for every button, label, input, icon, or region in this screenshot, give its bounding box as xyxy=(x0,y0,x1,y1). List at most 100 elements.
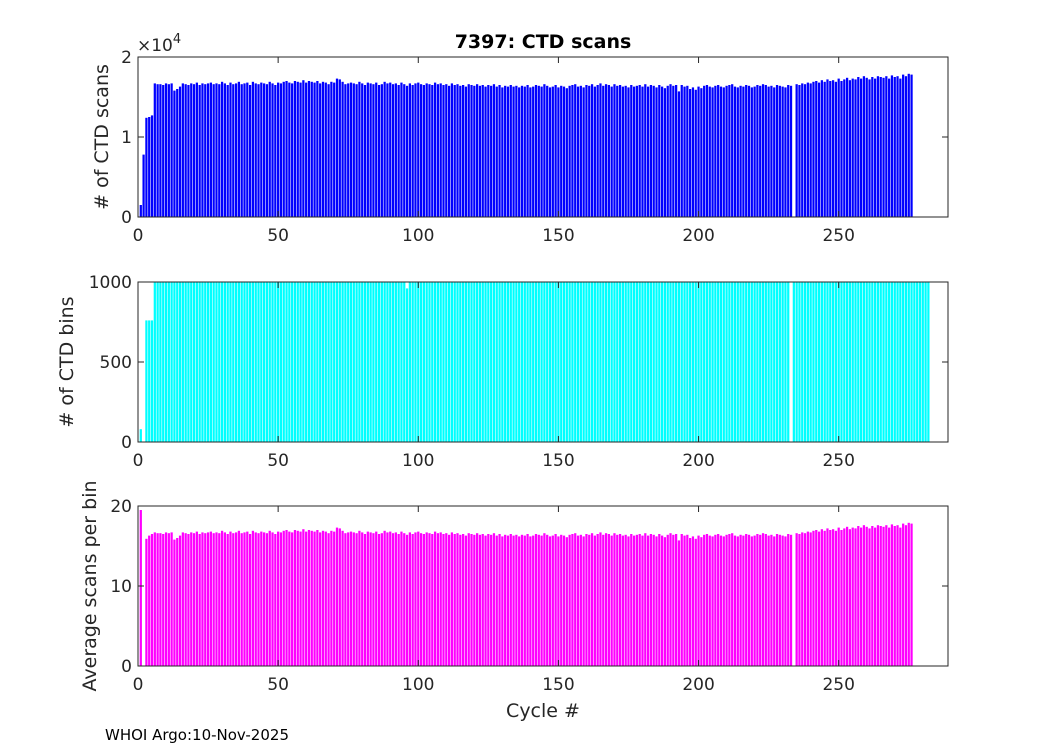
bar-cycle-257 xyxy=(857,77,860,217)
bar-cycle-245 xyxy=(823,81,826,217)
bar-cycle-84 xyxy=(372,282,375,442)
bar-cycle-208 xyxy=(719,86,723,217)
bar-cycle-162 xyxy=(590,282,594,442)
bar-cycle-203 xyxy=(705,85,709,217)
bar-cycle-27 xyxy=(212,282,215,442)
bar-cycle-262 xyxy=(871,526,874,666)
bar-cycle-172 xyxy=(618,85,622,217)
bar-cycle-120 xyxy=(473,85,476,217)
bar-cycle-151 xyxy=(560,85,563,217)
bar-cycle-99 xyxy=(414,83,417,218)
bar-cycle-145 xyxy=(543,533,546,666)
bar-cycle-7 xyxy=(156,84,159,217)
bar-cycle-88 xyxy=(383,282,386,442)
bar-cycle-276 xyxy=(910,74,913,217)
bar-cycle-1 xyxy=(139,510,142,666)
bar-cycle-15 xyxy=(178,86,182,217)
bar-cycle-211 xyxy=(728,534,731,666)
bar-cycle-83 xyxy=(369,83,372,218)
bar-cycle-30 xyxy=(220,530,224,666)
bar-cycle-216 xyxy=(742,535,745,666)
bar-cycle-64 xyxy=(316,530,319,666)
bar-cycle-60 xyxy=(305,531,308,666)
bar-cycle-161 xyxy=(588,534,591,666)
bar-cycle-163 xyxy=(593,535,596,666)
bar-cycle-239 xyxy=(806,282,809,442)
bar-cycle-102 xyxy=(422,85,425,217)
bar-cycle-171 xyxy=(616,534,619,666)
bar-cycle-110 xyxy=(445,282,448,442)
bar-cycle-191 xyxy=(672,534,675,666)
bar-cycle-159 xyxy=(582,536,585,666)
bar-cycle-201 xyxy=(700,537,703,666)
y-tick-label: 1000 xyxy=(89,273,132,293)
bar-cycle-117 xyxy=(464,535,468,666)
bar-cycle-82 xyxy=(366,82,369,217)
bar-cycle-181 xyxy=(644,84,647,217)
bar-cycle-122 xyxy=(478,282,482,442)
bar-cycle-238 xyxy=(803,533,807,666)
bar-cycle-72 xyxy=(338,282,341,442)
bar-cycle-57 xyxy=(296,81,299,217)
bar-cycle-230 xyxy=(781,535,784,666)
bar-cycle-10 xyxy=(164,282,168,442)
bar-cycle-206 xyxy=(714,85,717,217)
bar-cycle-135 xyxy=(515,85,518,217)
bar-cycle-162 xyxy=(590,533,594,666)
bar-cycle-138 xyxy=(523,282,526,442)
bar-cycle-78 xyxy=(355,84,358,217)
bar-cycle-210 xyxy=(725,85,728,217)
bar-cycle-237 xyxy=(801,83,804,218)
bar-cycle-91 xyxy=(391,282,395,442)
bar-cycle-235 xyxy=(795,282,798,442)
bar-cycle-156 xyxy=(574,282,577,442)
bar-cycle-56 xyxy=(293,282,297,442)
bar-cycle-37 xyxy=(240,533,243,666)
y-tick-label: 0 xyxy=(121,208,132,228)
bar-cycle-242 xyxy=(815,282,818,442)
bar-cycle-158 xyxy=(579,85,582,217)
bar-cycle-184 xyxy=(652,85,655,217)
bar-cycle-218 xyxy=(747,85,751,217)
bar-cycle-159 xyxy=(582,87,585,218)
bar-cycle-40 xyxy=(248,85,252,217)
chart-title: 7397: CTD scans xyxy=(455,31,632,53)
bar-cycle-252 xyxy=(843,528,846,666)
bar-cycle-192 xyxy=(675,534,678,666)
bar-cycle-267 xyxy=(885,76,888,217)
bar-cycle-167 xyxy=(604,84,608,217)
bar-cycle-212 xyxy=(731,282,734,442)
bar-cycle-93 xyxy=(397,534,400,666)
bar-cycle-119 xyxy=(470,85,473,217)
bar-cycle-174 xyxy=(624,534,627,666)
bar-cycle-66 xyxy=(321,530,325,666)
bar-cycle-180 xyxy=(641,535,644,666)
bar-cycle-174 xyxy=(624,282,627,442)
bar-cycle-170 xyxy=(613,282,616,442)
bar-cycle-240 xyxy=(809,282,812,442)
bar-cycle-92 xyxy=(394,532,397,666)
bar-cycle-279 xyxy=(918,282,922,442)
bar-cycle-71 xyxy=(335,527,339,666)
bar-cycle-141 xyxy=(532,282,535,442)
bar-cycle-100 xyxy=(417,531,420,666)
bar-cycle-213 xyxy=(733,282,737,442)
bar-cycle-72 xyxy=(338,528,341,666)
bar-cycle-211 xyxy=(728,282,731,442)
bar-cycle-160 xyxy=(585,282,588,442)
bar-cycle-228 xyxy=(775,534,779,666)
bar-cycle-53 xyxy=(285,282,288,442)
bar-cycle-29 xyxy=(218,533,221,666)
bar-cycle-149 xyxy=(554,85,557,217)
bar-cycle-23 xyxy=(201,282,204,442)
bar-cycle-251 xyxy=(840,282,843,442)
bar-cycle-100 xyxy=(417,82,420,217)
bar-cycle-134 xyxy=(512,282,515,442)
bar-cycle-59 xyxy=(302,282,305,442)
bar-cycle-17 xyxy=(184,282,187,442)
bar-cycle-37 xyxy=(240,282,243,442)
bar-cycle-76 xyxy=(349,82,353,217)
bar-cycle-5 xyxy=(150,320,154,442)
bar-cycle-48 xyxy=(271,532,274,666)
bar-cycle-86 xyxy=(377,534,381,666)
